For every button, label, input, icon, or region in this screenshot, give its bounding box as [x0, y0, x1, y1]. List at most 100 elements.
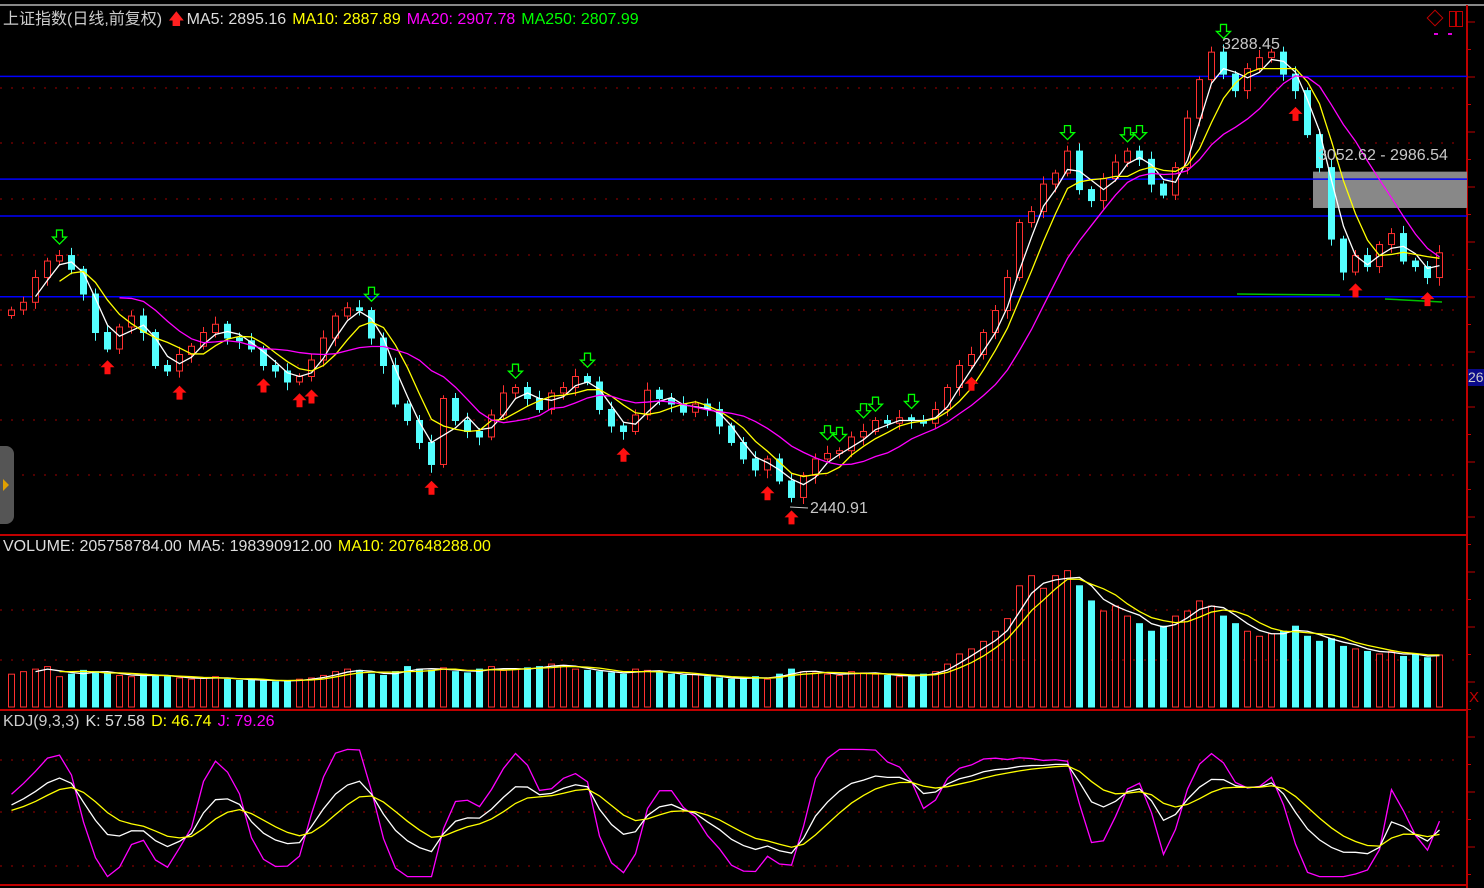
volume-bar — [1112, 605, 1119, 708]
volume-bar — [1400, 655, 1407, 708]
candle — [1352, 255, 1359, 273]
buy-arrow-icon — [1348, 283, 1363, 298]
volume-bar — [944, 663, 951, 708]
candle — [368, 310, 375, 339]
candle — [860, 430, 867, 438]
volume-bar — [356, 669, 363, 708]
volume-bar — [512, 668, 519, 708]
ma5-label: MA5: 2895.16 — [186, 11, 287, 28]
buy-arrow-icon — [292, 393, 307, 408]
candle — [560, 386, 567, 394]
volume-bar — [1076, 585, 1083, 708]
sell-arrow-icon — [1214, 23, 1233, 40]
sell-arrow-icon — [1130, 124, 1149, 141]
candle — [1088, 189, 1095, 202]
volume-bar — [332, 671, 339, 708]
candle — [1184, 117, 1191, 169]
volume-bar — [764, 678, 771, 708]
window-layout-icon[interactable] — [1449, 11, 1463, 27]
candle — [1304, 90, 1311, 136]
volume-bar — [788, 668, 795, 708]
candle — [200, 332, 207, 347]
candle — [1040, 183, 1047, 213]
candle — [416, 419, 423, 443]
volume-bar — [728, 678, 735, 708]
volume-bar — [896, 676, 903, 708]
volume-bar — [392, 671, 399, 708]
candle — [1280, 51, 1287, 75]
volume-bar — [956, 653, 963, 708]
candle — [980, 332, 987, 356]
buy-arrow-icon — [172, 385, 187, 400]
volume-bar — [152, 674, 159, 708]
chart-title: 上证指数(日线,前复权) — [3, 11, 163, 28]
volume-bar — [1280, 630, 1287, 708]
kdj-j-label: J: 79.26 — [217, 713, 275, 730]
volume-bar — [608, 672, 615, 708]
candle — [572, 375, 579, 388]
volume-bar — [932, 671, 939, 708]
sell-arrow-icon — [1058, 124, 1077, 141]
candle — [272, 365, 279, 372]
candle — [1016, 222, 1023, 279]
candle — [44, 260, 51, 279]
expand-left-tab[interactable] — [0, 446, 14, 524]
candle — [20, 301, 27, 311]
buy-arrow-icon — [616, 447, 631, 462]
buy-arrow-icon — [256, 378, 271, 393]
kdj-k-line — [11, 763, 1440, 855]
candle — [1064, 150, 1071, 174]
volume-bar — [536, 666, 543, 708]
low-price-label: 2440.91 — [810, 500, 868, 517]
close-panel-button[interactable]: X — [1469, 689, 1480, 706]
volume-bar — [236, 679, 243, 708]
volume-bar — [740, 677, 747, 708]
volume-bar — [140, 673, 147, 708]
volume-bar — [1052, 575, 1059, 708]
ma250-label: MA250: 2807.99 — [521, 11, 639, 28]
candle — [1340, 238, 1347, 273]
candle — [356, 307, 363, 312]
volume-bar — [704, 676, 711, 708]
candle — [1136, 150, 1143, 160]
candle — [968, 354, 975, 367]
candle — [164, 365, 171, 372]
buy-arrow-icon — [784, 510, 799, 525]
candle — [608, 408, 615, 427]
buy-arrow-icon — [1288, 106, 1303, 121]
candle — [1004, 277, 1011, 312]
volume-bar — [620, 673, 627, 708]
volume-bar — [92, 671, 99, 708]
volume-bar — [500, 669, 507, 708]
volume-bar — [884, 674, 891, 708]
kdj-d-label: D: 46.74 — [151, 713, 212, 730]
volume-bar — [344, 668, 351, 708]
volume-bar — [716, 677, 723, 708]
candle — [296, 375, 303, 383]
volume-bar — [176, 677, 183, 708]
sell-arrow-icon — [578, 352, 597, 369]
volume-ma5-line — [35, 576, 1440, 682]
volume-bar — [20, 671, 27, 708]
range-label: 3052.62 - 2986.54 — [1318, 147, 1448, 164]
candle — [1268, 51, 1275, 59]
volume-bar — [548, 663, 555, 708]
sell-arrow-icon — [506, 363, 525, 380]
volume-bar — [116, 674, 123, 708]
low-pointer — [789, 506, 809, 509]
volume-bar — [488, 666, 495, 708]
candle — [1388, 233, 1395, 246]
volume-bar — [44, 666, 51, 708]
volume-bar — [416, 668, 423, 708]
volume-label: VOLUME: 205758784.00 — [3, 538, 182, 555]
candle — [452, 397, 459, 421]
volume-bar — [56, 676, 63, 708]
kdj-d-line — [11, 765, 1440, 848]
sell-arrow-icon — [902, 393, 921, 410]
candle — [392, 365, 399, 405]
candle — [872, 419, 879, 432]
volume-bar — [812, 672, 819, 708]
volume-bar — [680, 674, 687, 708]
candle — [620, 425, 627, 432]
